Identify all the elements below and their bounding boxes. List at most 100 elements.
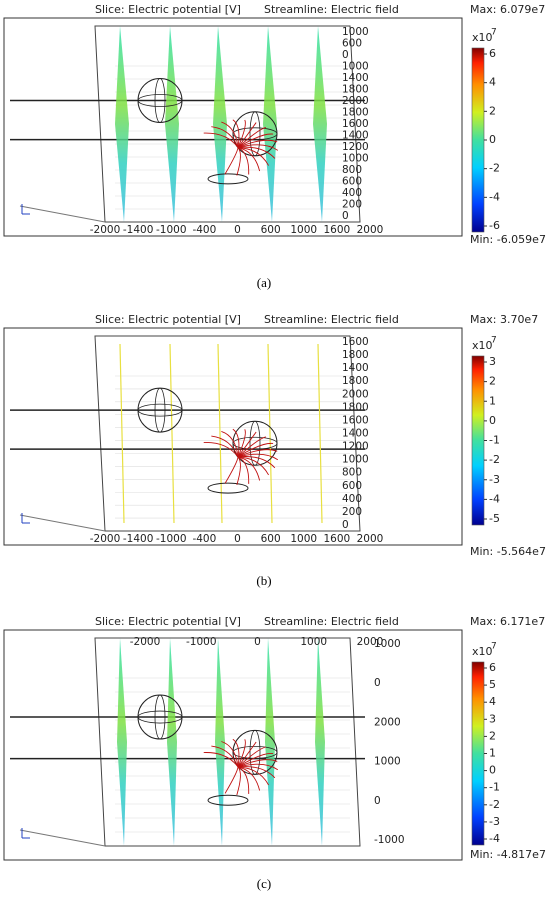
slice <box>317 343 323 524</box>
streamline <box>237 449 278 458</box>
axis-label: 1000 <box>374 638 401 650</box>
axis-label: 1000 <box>290 533 317 545</box>
colorbar-tick-label: 4 <box>489 76 496 89</box>
axis-label: 400 <box>342 187 362 199</box>
streamline <box>211 126 239 148</box>
colorbar-tick-label: -4 <box>489 190 500 203</box>
streamline <box>221 431 239 457</box>
sphere-ring <box>249 730 261 775</box>
axis-label: 1000 <box>342 61 369 73</box>
axis-label: 2000 <box>357 533 384 545</box>
axis-label: 2000 <box>342 95 369 107</box>
colorbar-base: x10 <box>472 339 493 352</box>
streamline <box>237 144 279 151</box>
streamline <box>237 119 246 148</box>
axis-label: 600 <box>342 38 362 50</box>
streamline <box>237 436 267 458</box>
colorbar-tick-label: -4 <box>489 832 500 845</box>
axis-label: 2000 <box>342 388 369 400</box>
axis-label: 200 <box>342 199 362 211</box>
title-right: Streamline: Electric field <box>264 615 399 628</box>
colorbar-tick-label: -1 <box>489 434 500 447</box>
cone-base <box>207 482 249 494</box>
axis-label: 600 <box>342 480 362 492</box>
title-right: Streamline: Electric field <box>264 3 399 16</box>
colorbar-tick-label: 6 <box>489 47 496 60</box>
streamline <box>221 741 239 768</box>
axis-label: -1000 <box>156 533 187 545</box>
colorbar-tick-label: -6 <box>489 219 500 232</box>
axis-triad <box>21 513 30 524</box>
min-label: Min: -5.564e7 <box>470 545 546 558</box>
panel: Slice: Electric potential [V] Streamline:… <box>3 313 546 588</box>
colorbar <box>471 47 485 233</box>
axis-label: 1600 <box>342 414 369 426</box>
axis-label: 1800 <box>342 84 369 96</box>
streamline <box>203 442 239 458</box>
colorbar-tick-label: -3 <box>489 473 500 486</box>
streamline <box>237 429 246 458</box>
axis-label: 1600 <box>324 224 351 236</box>
title-left: Slice: Electric potential [V] <box>95 615 241 628</box>
slice <box>315 638 325 846</box>
axis-label: 1800 <box>342 107 369 119</box>
cone-base <box>207 173 249 185</box>
axis-label: -1000 <box>186 636 217 648</box>
axis-label: -1000 <box>374 834 405 846</box>
slice <box>215 638 225 846</box>
streamline <box>203 752 239 768</box>
colorbar-base: x10 <box>472 31 493 44</box>
streamline <box>237 763 279 771</box>
axis-label: 1200 <box>342 441 369 453</box>
axis-label: 0 <box>234 533 241 545</box>
streamline <box>237 766 250 794</box>
plot-frame <box>3 327 463 546</box>
axis-label: 800 <box>342 467 362 479</box>
colorbar-exponent: 7 <box>491 336 497 346</box>
axis-label: 0 <box>342 49 349 61</box>
axis-label: -2000 <box>130 636 161 648</box>
axis-label: 1000 <box>342 454 369 466</box>
sphere-ring <box>249 420 261 466</box>
slice <box>169 343 175 524</box>
axis-label: 1000 <box>342 26 369 38</box>
streamline <box>237 126 267 148</box>
sphere-ring <box>137 94 183 107</box>
slice <box>115 26 129 222</box>
axis-label: 1000 <box>300 636 327 648</box>
axis-label: -2000 <box>90 224 121 236</box>
slice <box>167 638 177 846</box>
colorbar-tick-label: 0 <box>489 133 496 146</box>
sphere-ring <box>249 111 261 157</box>
axis-label: 1800 <box>342 349 369 361</box>
axis-label: -400 <box>192 224 216 236</box>
streamline <box>211 745 239 768</box>
axis-label: -1000 <box>156 224 187 236</box>
streamline <box>232 428 240 457</box>
panel: Slice: Electric potential [V] Streamline:… <box>3 615 546 891</box>
colorbar-base: x10 <box>472 645 493 658</box>
axis-triad <box>21 204 30 215</box>
colorbar-tick-label: 1 <box>489 394 496 407</box>
colorbar-tick-label: 4 <box>489 695 496 708</box>
colorbar-tick-label: -1 <box>489 781 500 794</box>
axis-label: -2000 <box>90 533 121 545</box>
streamline <box>224 766 239 794</box>
colorbar-tick-label: -3 <box>489 815 500 828</box>
slice <box>217 343 223 524</box>
title-right: Streamline: Electric field <box>264 313 399 326</box>
sphere-ring <box>154 78 166 123</box>
slice <box>263 26 277 222</box>
axis-label: 0 <box>342 210 349 222</box>
colorbar-tick-label: 2 <box>489 104 496 117</box>
axis-label: 1800 <box>342 375 369 387</box>
plot-frame <box>3 17 463 237</box>
streamline <box>237 147 269 166</box>
max-label: Max: 6.079e7 <box>470 3 545 16</box>
axis-label: 400 <box>342 493 362 505</box>
sphere-ring <box>154 694 166 740</box>
axis-label: 1200 <box>342 141 369 153</box>
colorbar-tick-label: 1 <box>489 747 496 760</box>
axis-label: 0 <box>374 677 381 689</box>
